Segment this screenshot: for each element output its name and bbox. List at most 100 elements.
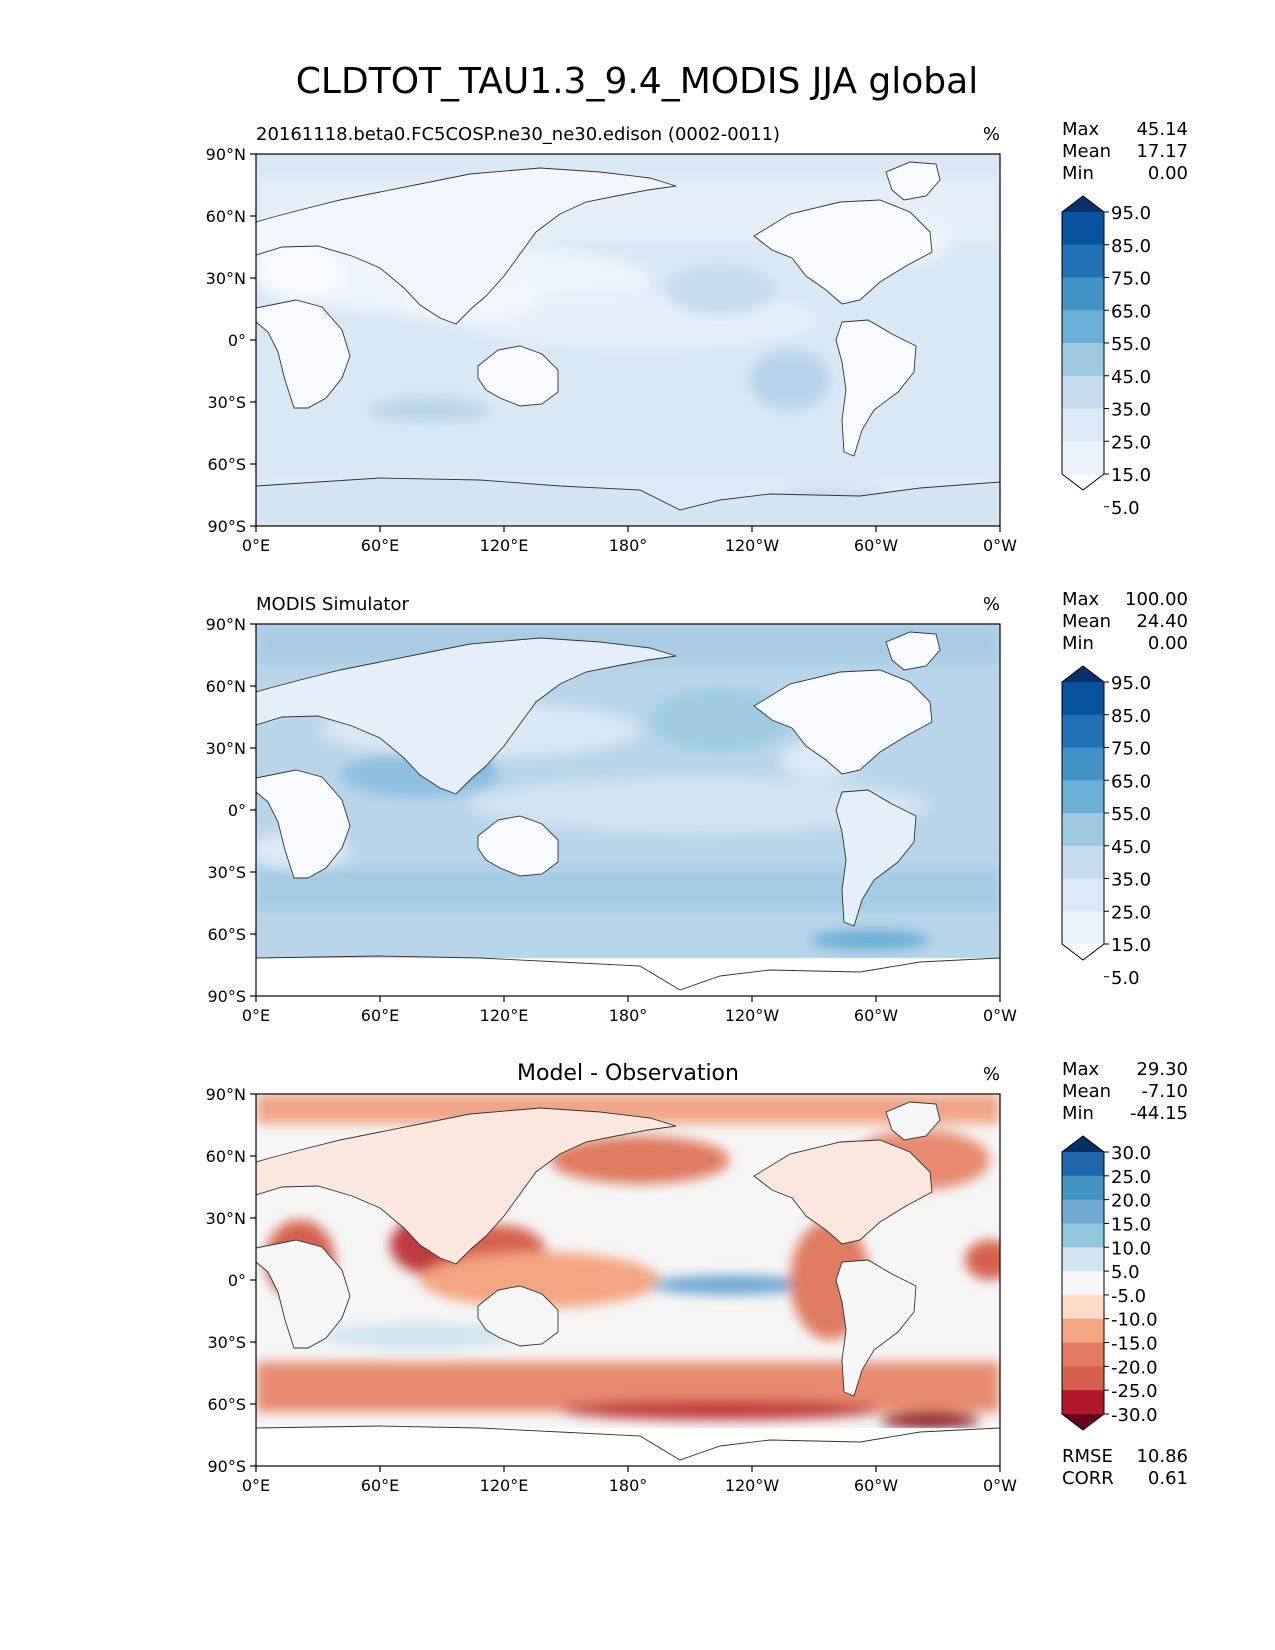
colorbar-extend-min [1062,944,1104,960]
colorbar-segment [1062,845,1104,879]
panel-model: 20161118.beta0.FC5COSP.ne30_ne30.edison … [206,119,1188,555]
stat-max-value: 45.14 [1136,119,1188,140]
colorbar-label: 10.0 [1111,1238,1151,1259]
panel-observation-axes: 0°E 60°E 120°E 180° 120°W 60°W 0°W 90°N 60°N 30°N… [206,615,1018,1025]
x-tick-label: 60°W [854,1006,898,1025]
x-tick-label: 60°E [361,1476,399,1495]
panel-difference-nodata [256,1428,1000,1466]
y-tick-label: 60°N [206,1147,246,1166]
panel-model-title: 20161118.beta0.FC5COSP.ne30_ne30.edison … [256,124,780,145]
colorbar-label: 5.0 [1111,1262,1140,1283]
stat-min-value: 0.00 [1148,163,1188,184]
colorbar-label: 25.0 [1111,432,1151,453]
panel-observation-title: MODIS Simulator [256,594,409,615]
stat-min-label: Min [1062,633,1094,654]
y-tick-label: 60°S [207,455,246,474]
stat-min-label: Min [1062,163,1094,184]
panel-model-field [256,154,1000,526]
colorbar-segment [1062,1199,1104,1224]
colorbar-label: 35.0 [1111,400,1151,421]
colorbar-label: -20.0 [1111,1357,1158,1378]
panel-difference-axes: 0°E 60°E 120°E 180° 120°W 60°W 0°W 90°N 60°N 30°N… [206,1085,1018,1495]
figure-title: CLDTOT_TAU1.3_9.4_MODIS JJA global [296,61,978,102]
colorbar-label: 45.0 [1111,367,1151,388]
colorbar-extend-max [1062,196,1104,212]
colorbar-segment [1062,911,1104,945]
stat-mean-label: Mean [1062,611,1111,632]
colorbar-segment [1062,375,1104,409]
stat-mean-label: Mean [1062,141,1111,162]
y-tick-label: 90°N [206,1085,246,1104]
colorbar-segment [1062,310,1104,344]
stat-mean-value: -7.10 [1141,1081,1188,1102]
colorbar-segment [1062,1152,1104,1177]
x-tick-label: 120°E [480,536,529,555]
colorbar-segment [1062,408,1104,442]
colorbar-label: 95.0 [1111,673,1151,694]
y-tick-label: 30°S [207,863,246,882]
colorbar-label: -15.0 [1111,1334,1158,1355]
x-tick-label: 60°E [361,536,399,555]
colorbar-segment [1062,1366,1104,1391]
panel-difference: Model - Observation % [206,1059,1188,1495]
colorbar-segment [1062,1342,1104,1367]
colorbar-segment [1062,212,1104,246]
y-tick-label: 90°N [206,615,246,634]
panel-difference-units: % [983,1064,1000,1085]
panel-observation-field [256,624,1000,996]
stat-min-value: -44.15 [1130,1103,1188,1124]
x-tick-label: 60°E [361,1006,399,1025]
panel-model-units: % [983,124,1000,145]
colorbar-segment [1062,714,1104,748]
x-tick-label: 60°W [854,536,898,555]
colorbar-segment [1062,277,1104,311]
colorbar-segment [1062,813,1104,847]
metric-rmse-label: RMSE [1062,1446,1113,1467]
colorbar-segment [1062,441,1104,475]
y-tick-label: 60°N [206,677,246,696]
stat-max-label: Max [1062,119,1100,140]
y-tick-label: 30°S [207,393,246,412]
colorbar-extend-min [1062,474,1104,490]
y-tick-label: 30°S [207,1333,246,1352]
colorbar-segment [1062,343,1104,377]
metric-corr-label: CORR [1062,1468,1114,1489]
y-tick-label: 30°N [206,739,246,758]
colorbar-segment [1062,682,1104,716]
colorbar-label: 5.0 [1111,498,1140,519]
stat-mean-label: Mean [1062,1081,1111,1102]
colorbar-label: 30.0 [1111,1143,1151,1164]
x-tick-label: 120°E [480,1006,529,1025]
stat-mean-value: 24.40 [1136,611,1188,632]
colorbar-label: 45.0 [1111,837,1151,858]
colorbar-label: 95.0 [1111,203,1151,224]
stat-min-value: 0.00 [1148,633,1188,654]
colorbar-label: 15.0 [1111,1214,1151,1235]
y-tick-label: 90°N [206,145,246,164]
panel-observation: MODIS Simulator % [206,589,1188,1025]
colorbar-segment [1062,747,1104,781]
colorbar-label: 15.0 [1111,465,1151,486]
colorbar-label: 75.0 [1111,739,1151,760]
x-tick-label: 0°W [983,1476,1017,1495]
y-tick-label: 60°N [206,207,246,226]
colorbar-label: 15.0 [1111,935,1151,956]
x-tick-label: 0°E [242,1476,270,1495]
stat-min-label: Min [1062,1103,1094,1124]
metric-corr-value: 0.61 [1148,1468,1188,1489]
colorbar-segment [1062,1294,1104,1320]
colorbar-segment [1062,1247,1104,1272]
colorbar-label: 55.0 [1111,804,1151,825]
colorbar-label: 55.0 [1111,334,1151,355]
stat-mean-value: 17.17 [1136,141,1188,162]
colorbar-segment [1062,780,1104,814]
panel-model-axes: 0°E 60°E 120°E 180° 120°W 60°W 0°W 90°N 60°N 30°N… [206,145,1018,555]
y-tick-label: 60°S [207,925,246,944]
colorbar-segment [1062,1390,1104,1415]
panel-observation-colorbar: 95.0 85.0 75.0 65.0 55.0 45.0 35.0 25.0 15.0 5.0 [1061,665,1151,989]
colorbar-label: -10.0 [1111,1310,1158,1331]
x-tick-label: 0°E [242,536,270,555]
panel-model-stats: Max 45.14 Mean 17.17 Min 0.00 [1062,119,1188,184]
x-tick-label: 0°W [983,536,1017,555]
stat-max-value: 29.30 [1136,1059,1188,1080]
